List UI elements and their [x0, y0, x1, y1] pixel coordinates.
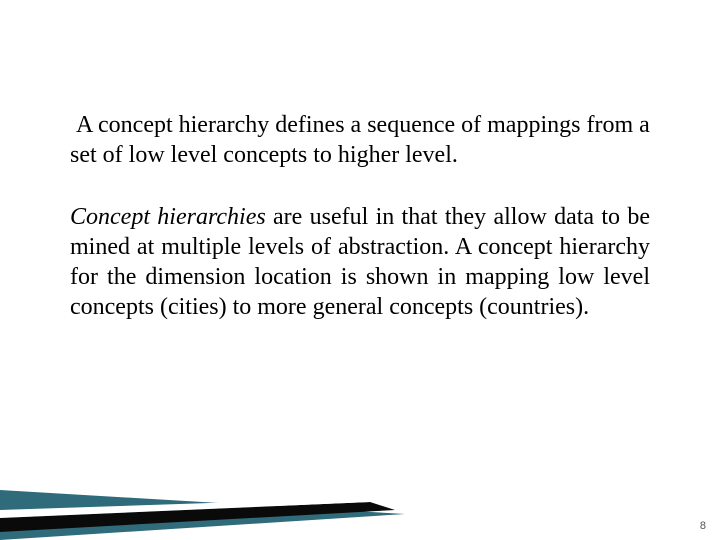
slide: A concept hierarchy defines a sequence o… — [0, 0, 720, 540]
slide-body: A concept hierarchy defines a sequence o… — [70, 110, 650, 322]
paragraph-1: A concept hierarchy defines a sequence o… — [70, 110, 650, 170]
paragraph-2: Concept hierarchies are useful in that t… — [70, 202, 650, 322]
page-number: 8 — [700, 520, 706, 532]
paragraph-2-lead: Concept hierarchies — [70, 204, 266, 230]
corner-wedge-decoration — [0, 450, 420, 540]
wedge-teal — [0, 490, 405, 540]
wedge-white — [0, 498, 370, 518]
wedge-black — [0, 502, 395, 532]
